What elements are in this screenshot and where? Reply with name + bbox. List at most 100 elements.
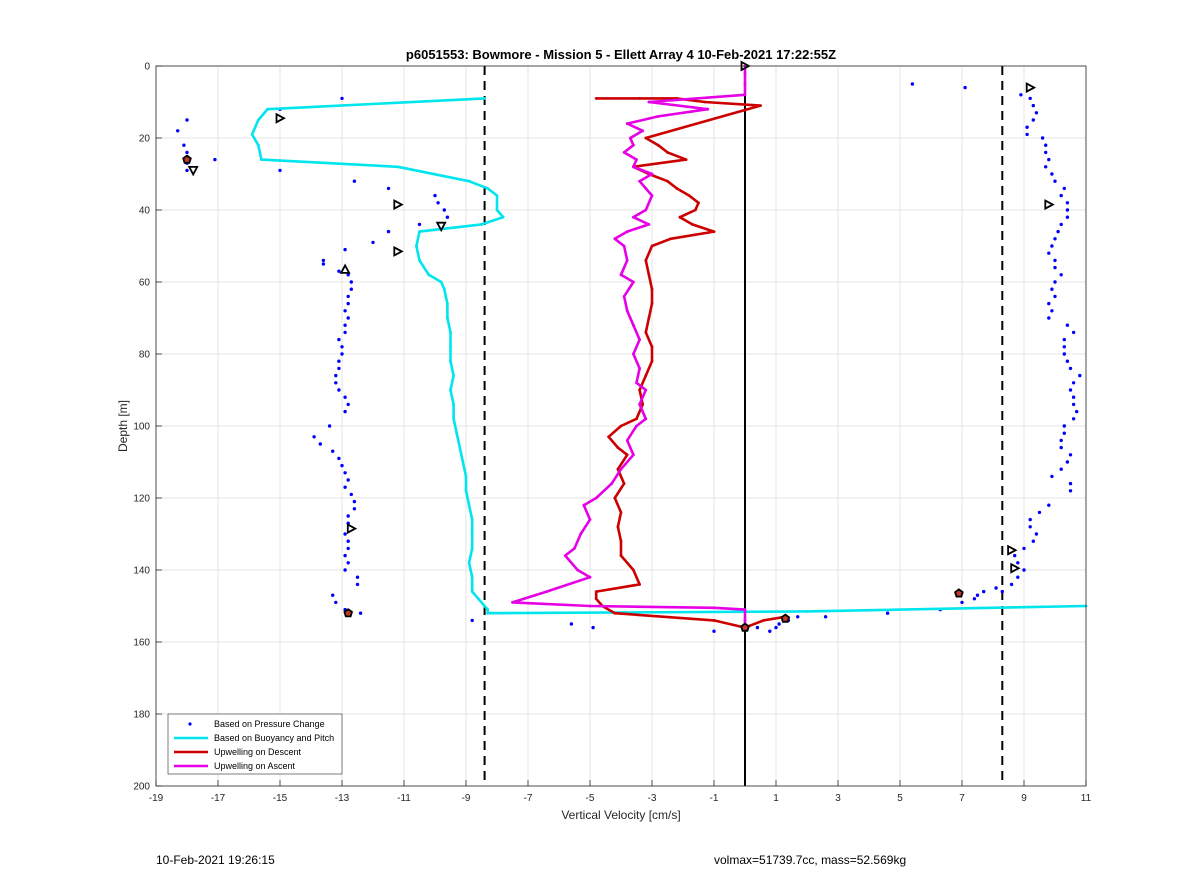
legend-label-descent: Upwelling on Descent (214, 747, 302, 757)
pressure-point (334, 600, 338, 605)
pressure-point (1059, 438, 1063, 443)
y-tick-label: 20 (139, 134, 151, 145)
series-vertex (486, 608, 490, 611)
pressure-point (1034, 111, 1039, 115)
pressure-point (346, 301, 350, 306)
pressure-point (1078, 373, 1082, 378)
pressure-point (343, 568, 347, 572)
series-vertex (563, 554, 567, 557)
pressure-point (1053, 179, 1057, 183)
pressure-point (1062, 186, 1067, 191)
pressure-point (343, 485, 347, 489)
pressure-point (343, 532, 347, 536)
series-vertex (573, 547, 576, 550)
series-vertex (644, 259, 648, 262)
pressure-point (1016, 575, 1020, 579)
series-vertex (644, 417, 648, 421)
series-vertex (743, 93, 747, 97)
series-vertex (418, 230, 421, 234)
series-vertex (625, 230, 629, 234)
pressure-point (1037, 510, 1042, 515)
series-vertex (594, 597, 598, 601)
series-vertex (613, 237, 617, 241)
pressure-point (1028, 517, 1032, 522)
pressure-point (1065, 460, 1070, 464)
pressure-point (1071, 417, 1076, 421)
pressure-point (433, 193, 437, 198)
legend: Based on Pressure Change Based on Buoyan… (167, 713, 343, 775)
series-vertex (495, 208, 499, 212)
pressure-point (777, 622, 781, 626)
series-vertex (632, 215, 635, 219)
series-vertex (470, 590, 474, 593)
series-vertex (594, 97, 598, 100)
x-tick-label: 1 (773, 793, 779, 804)
series-vertex (625, 439, 629, 442)
series-vertex (616, 467, 620, 471)
series-vertex (625, 453, 629, 457)
series-vertex (697, 201, 700, 205)
pressure-point (417, 222, 422, 227)
pressure-point (340, 352, 344, 356)
pressure-point (343, 395, 347, 399)
pressure-point (442, 208, 446, 212)
pressure-point (1053, 294, 1057, 299)
pressure-point (386, 186, 391, 191)
pressure-point (1034, 532, 1039, 536)
legend-label-ascent: Upwelling on Ascent (214, 761, 296, 771)
pressure-point (1071, 330, 1076, 335)
pressure-point (1000, 589, 1004, 594)
pressure-point (755, 625, 760, 630)
pressure-point (352, 179, 357, 183)
series-vertex (632, 143, 635, 147)
series-vertex (449, 345, 452, 349)
pressure-point (1047, 301, 1051, 306)
series-vertex (619, 539, 623, 543)
pressure-point (1022, 568, 1026, 572)
pressure-point (278, 168, 282, 173)
series-vertex (675, 187, 679, 190)
marker-triangle-right (346, 523, 358, 535)
series-vertex (610, 482, 614, 485)
series-vertex (467, 561, 471, 565)
y-tick-label: 160 (133, 638, 150, 649)
marker-triangle-up (339, 263, 351, 274)
series-vertex (458, 446, 462, 449)
pressure-point (1019, 93, 1023, 97)
series-vertex (650, 244, 654, 248)
series-vertex (625, 259, 629, 262)
series-vertex (449, 388, 452, 392)
series-vertex (449, 359, 452, 363)
x-tick-label: 9 (1021, 793, 1027, 804)
series-vertex (656, 115, 660, 118)
pressure-point (352, 499, 357, 504)
pressure-point (346, 294, 350, 299)
pressure-point (337, 359, 341, 363)
pressure-point (327, 424, 332, 428)
series-vertex (743, 619, 747, 622)
pressure-point (1053, 265, 1057, 270)
series-vertex (703, 100, 707, 104)
pressure-point (346, 402, 350, 407)
pressure-point (1031, 103, 1036, 108)
pressure-point (1047, 251, 1051, 255)
series-vertex (641, 403, 645, 406)
series-vertex (588, 518, 592, 521)
series-vertex (256, 143, 260, 147)
pressure-point (1065, 215, 1070, 219)
series-vertex (743, 82, 747, 86)
pressure-point (1047, 316, 1051, 320)
series-vertex (588, 575, 592, 579)
series-vertex (647, 316, 651, 320)
series-vertex (446, 316, 449, 320)
footer-stats: volmax=51739.7cc, mass=52.569kg (714, 853, 907, 867)
pressure-point (346, 539, 350, 543)
pressure-point (343, 409, 347, 414)
series-vertex (638, 338, 641, 341)
x-tick-label: -7 (524, 793, 533, 804)
marker-triangle-down (187, 166, 199, 177)
pressure-point (346, 546, 350, 551)
pressure-point (1065, 201, 1070, 205)
pressure-point (343, 553, 347, 558)
pressure-point (823, 615, 828, 619)
